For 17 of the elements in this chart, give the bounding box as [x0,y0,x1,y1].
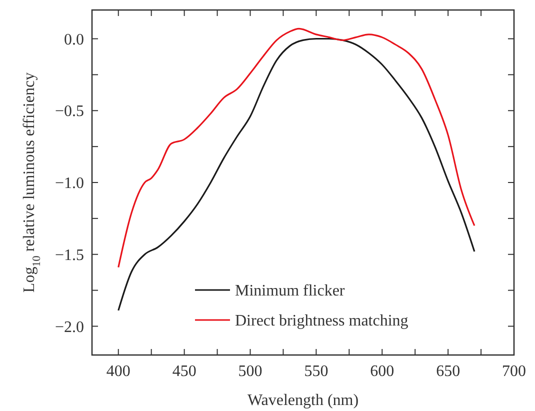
legend-label: Direct brightness matching [235,312,408,330]
x-tick-label: 450 [172,363,196,380]
y-tick-label: −2.0 [54,318,84,336]
y-tick-label: 0.0 [64,31,84,48]
line-series [118,38,476,312]
y-tick-label: −0.5 [54,103,84,120]
line-series [118,28,476,268]
legend-label: Minimum flicker [235,282,346,300]
y-tick-label: −1.5 [54,246,84,264]
x-tick-label: 550 [304,363,328,380]
x-tick-label: 650 [436,363,460,380]
x-tick-label: 400 [106,363,130,380]
y-tick-label: −1.0 [54,175,84,192]
x-tick-label: 600 [370,363,394,380]
x-tick-label: 500 [238,363,262,380]
x-axis-title: Wavelength (nm) [247,392,359,409]
x-tick-label: 700 [502,363,526,380]
